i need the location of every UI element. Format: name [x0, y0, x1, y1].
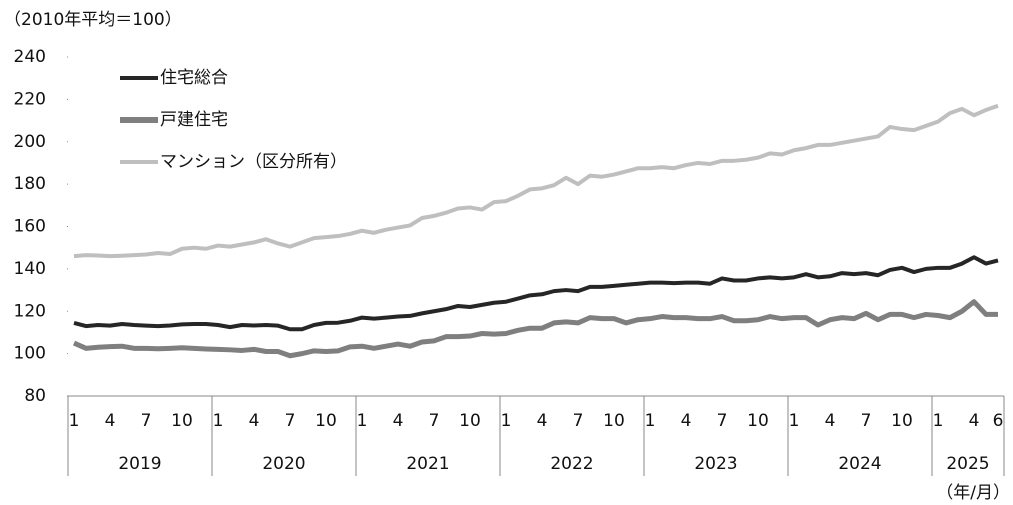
x-tick-label: 7 [429, 411, 440, 431]
x-tick-label: 4 [681, 411, 692, 431]
legend-label: マンション（区分所有） [160, 152, 347, 172]
x-tick-label: 10 [747, 411, 769, 431]
x-tick-label: 4 [393, 411, 404, 431]
x-axis-label: （年/月） [936, 483, 1010, 503]
x-tick-label: 10 [171, 411, 193, 431]
x-tick-label: 7 [861, 411, 872, 431]
y-tick-label: 100 [14, 344, 46, 364]
x-tick-label: 1 [69, 411, 80, 431]
year-label: 2022 [550, 454, 593, 474]
x-tick-label: 10 [603, 411, 625, 431]
y-tick-label: 200 [14, 132, 46, 152]
year-label: 2024 [838, 454, 881, 474]
y-tick-label: 160 [14, 217, 46, 237]
y-tick-label: 180 [14, 174, 46, 194]
x-tick-label: 4 [969, 411, 980, 431]
year-label: 2020 [262, 454, 305, 474]
legend: 住宅総合 戸建住宅 マンション（区分所有） [120, 68, 347, 172]
x-tick-label: 7 [573, 411, 584, 431]
x-tick-label: 4 [105, 411, 116, 431]
x-tick-label: 4 [249, 411, 260, 431]
series-line [73, 103, 999, 259]
series-line [73, 255, 999, 332]
year-label: 2025 [946, 454, 989, 474]
x-tick-label: 1 [789, 411, 800, 431]
series-line [72, 299, 998, 359]
x-tick-label: 1 [357, 411, 368, 431]
x-tick-label: 7 [141, 411, 152, 431]
x-tick-label: 1 [645, 411, 656, 431]
year-label: 2021 [406, 454, 449, 474]
legend-label: 戸建住宅 [160, 110, 228, 130]
y-tick-label: 120 [14, 301, 46, 321]
y-tick-label: 220 [14, 89, 46, 109]
x-tick-label: 10 [891, 411, 913, 431]
y-axis-label: （2010年平均＝100） [4, 10, 182, 30]
year-label: 2023 [694, 454, 737, 474]
x-tick-label: 4 [537, 411, 548, 431]
x-tick-label: 1 [933, 411, 944, 431]
x-tick-label: 7 [717, 411, 728, 431]
x-tick-label: 1 [213, 411, 224, 431]
y-tick-label: 80 [24, 386, 46, 406]
x-tick-label: 6 [993, 411, 1004, 431]
y-tick-label: 240 [14, 47, 46, 67]
year-label: 2019 [118, 454, 161, 474]
x-tick-label: 10 [459, 411, 481, 431]
x-tick-label: 10 [315, 411, 337, 431]
x-tick-label: 7 [285, 411, 296, 431]
x-tick-label: 4 [825, 411, 836, 431]
y-tick-label: 140 [14, 259, 46, 279]
legend-label: 住宅総合 [160, 68, 228, 88]
x-tick-label: 1 [501, 411, 512, 431]
